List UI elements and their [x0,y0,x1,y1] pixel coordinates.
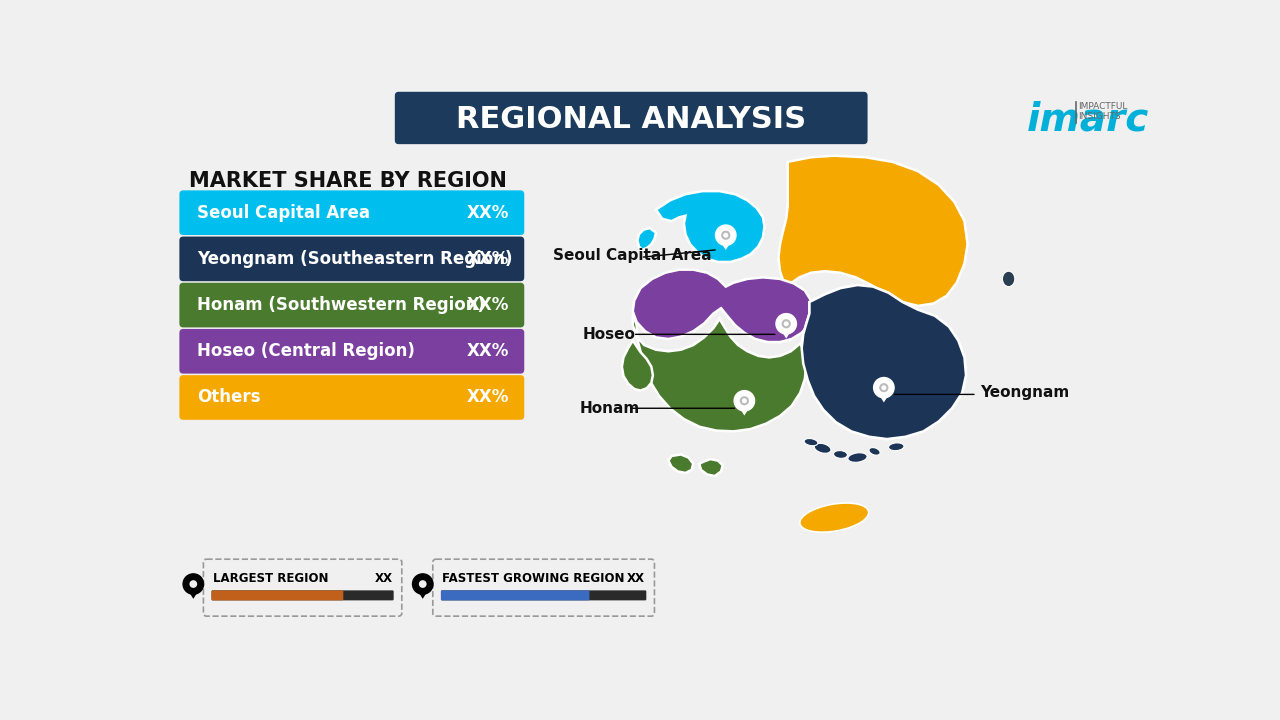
Text: Honam (Southwestern Region): Honam (Southwestern Region) [197,296,485,314]
Ellipse shape [804,438,818,446]
Ellipse shape [888,443,904,451]
Circle shape [741,397,748,405]
Circle shape [412,574,433,594]
FancyBboxPatch shape [204,559,402,616]
Text: XX%: XX% [467,250,509,268]
FancyBboxPatch shape [433,559,654,616]
FancyBboxPatch shape [211,590,343,600]
Circle shape [881,384,887,391]
Text: XX: XX [375,572,393,585]
FancyBboxPatch shape [211,590,394,600]
Ellipse shape [800,503,869,532]
FancyBboxPatch shape [179,237,525,282]
Text: XX: XX [627,572,645,585]
Text: REGIONAL ANALYSIS: REGIONAL ANALYSIS [456,105,806,134]
Text: Seoul Capital Area: Seoul Capital Area [197,204,370,222]
Polygon shape [736,402,753,415]
Polygon shape [413,585,431,599]
Ellipse shape [1002,271,1015,287]
Polygon shape [801,285,966,439]
FancyBboxPatch shape [179,283,525,328]
Polygon shape [622,341,653,390]
Polygon shape [632,313,806,431]
Circle shape [189,580,197,588]
Polygon shape [184,585,202,599]
Circle shape [782,320,790,328]
Text: Others: Others [197,389,261,407]
FancyBboxPatch shape [440,590,590,600]
Ellipse shape [847,453,867,462]
FancyBboxPatch shape [440,590,646,600]
Polygon shape [632,270,813,342]
Text: Hoseo (Central Region): Hoseo (Central Region) [197,342,415,360]
Ellipse shape [869,448,881,455]
Circle shape [735,391,755,411]
Polygon shape [778,156,968,306]
Polygon shape [668,454,694,473]
Text: Yeongnam: Yeongnam [980,385,1069,400]
Polygon shape [637,228,657,250]
Text: Hoseo: Hoseo [582,327,635,342]
Text: Honam: Honam [580,401,640,415]
Text: XX%: XX% [467,204,509,222]
Text: MARKET SHARE BY REGION: MARKET SHARE BY REGION [189,171,507,191]
Polygon shape [801,285,966,439]
Text: Seoul Capital Area: Seoul Capital Area [553,248,712,264]
Text: FASTEST GROWING REGION: FASTEST GROWING REGION [442,572,625,585]
Circle shape [419,580,426,588]
Circle shape [183,574,204,594]
Circle shape [776,314,796,334]
Circle shape [874,377,895,398]
FancyBboxPatch shape [394,91,868,144]
Text: LARGEST REGION: LARGEST REGION [212,572,328,585]
FancyBboxPatch shape [179,190,525,235]
Text: IMPACTFUL
INSIGHTS: IMPACTFUL INSIGHTS [1078,102,1128,121]
Polygon shape [777,325,795,338]
Text: XX%: XX% [467,342,509,360]
Text: imarc: imarc [1027,100,1148,138]
Text: XX%: XX% [467,296,509,314]
Ellipse shape [833,451,847,459]
FancyBboxPatch shape [179,375,525,420]
Polygon shape [717,236,735,250]
Polygon shape [657,191,764,262]
Circle shape [716,225,736,246]
Text: XX%: XX% [467,389,509,407]
FancyBboxPatch shape [179,329,525,374]
Ellipse shape [814,444,831,454]
Polygon shape [876,389,892,402]
Text: Yeongnam (Southeastern Region): Yeongnam (Southeastern Region) [197,250,513,268]
Polygon shape [699,459,723,476]
Circle shape [722,232,730,239]
